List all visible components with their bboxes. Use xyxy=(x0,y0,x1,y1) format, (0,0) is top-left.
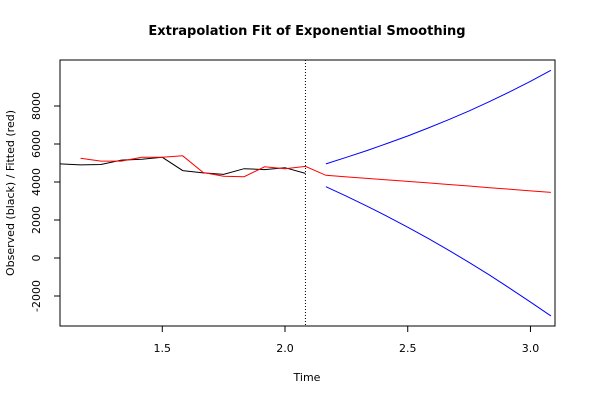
chart-title: Extrapolation Fit of Exponential Smoothi… xyxy=(148,24,465,39)
y-axis-label: Observed (black) / Fitted (red) xyxy=(4,110,17,276)
x-axis-label: Time xyxy=(293,371,321,384)
x-tick-label: 2.5 xyxy=(399,342,417,355)
series-line xyxy=(59,156,306,175)
plot-frame xyxy=(59,59,556,327)
series-line xyxy=(325,186,552,317)
y-tick-label: 2000 xyxy=(30,206,43,234)
y-tick-label: 4000 xyxy=(30,168,43,196)
series-line xyxy=(80,155,551,193)
x-tick-label: 3.0 xyxy=(522,342,540,355)
y-tick-label: 8000 xyxy=(30,92,43,120)
y-tick-label: 6000 xyxy=(30,130,43,158)
y-tick-label: 0 xyxy=(30,254,43,261)
x-tick-label: 2.0 xyxy=(276,342,294,355)
series-line xyxy=(325,69,552,165)
y-tick-label: -2000 xyxy=(30,280,43,312)
x-tick-label: 1.5 xyxy=(154,342,172,355)
